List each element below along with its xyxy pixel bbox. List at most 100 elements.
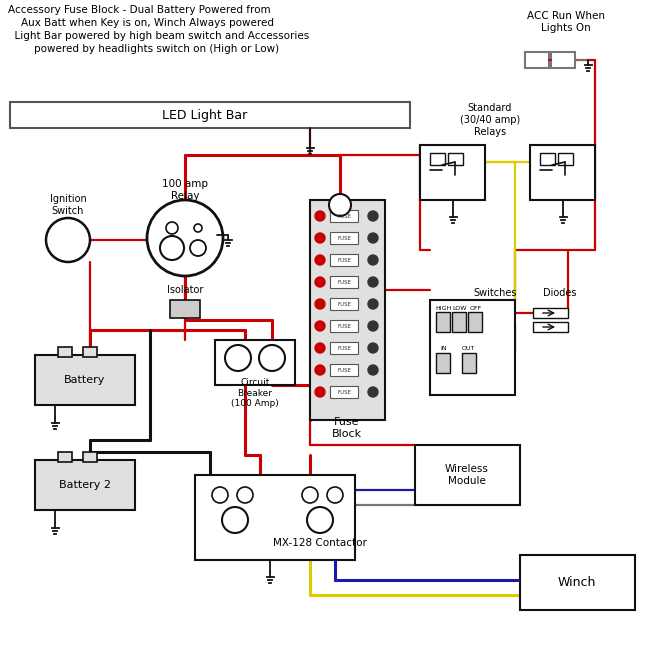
Circle shape	[315, 299, 325, 309]
Circle shape	[194, 224, 202, 232]
Circle shape	[166, 222, 178, 234]
Bar	[551, 52, 575, 68]
Text: Battery 2: Battery 2	[59, 480, 111, 490]
Bar	[330, 386, 358, 398]
Text: FUSE: FUSE	[337, 257, 351, 263]
Bar	[415, 445, 520, 505]
Circle shape	[302, 487, 318, 503]
Bar	[533, 322, 568, 332]
Circle shape	[160, 236, 184, 260]
Bar	[452, 312, 466, 332]
Bar	[558, 153, 573, 165]
Circle shape	[190, 240, 206, 256]
Bar	[525, 52, 549, 68]
Bar	[215, 340, 295, 385]
Circle shape	[212, 487, 228, 503]
Text: OFF: OFF	[470, 306, 482, 311]
Text: Wireless
Module: Wireless Module	[445, 464, 489, 486]
Bar	[58, 347, 72, 357]
Bar	[436, 353, 450, 373]
Bar	[330, 276, 358, 288]
Text: FUSE: FUSE	[337, 346, 351, 350]
Text: Standard
(30/40 amp)
Relays: Standard (30/40 amp) Relays	[460, 103, 520, 136]
Bar	[330, 342, 358, 354]
Bar	[83, 452, 97, 462]
Bar	[420, 145, 485, 200]
Bar	[170, 300, 200, 318]
Text: Winch: Winch	[558, 577, 596, 590]
Text: FUSE: FUSE	[337, 280, 351, 285]
Bar	[58, 452, 72, 462]
Circle shape	[329, 194, 351, 216]
Text: Aux Batt when Key is on, Winch Always powered: Aux Batt when Key is on, Winch Always po…	[8, 18, 274, 28]
Text: Fuse
Block: Fuse Block	[332, 417, 362, 439]
Text: HIGH: HIGH	[436, 306, 452, 311]
Circle shape	[225, 345, 251, 371]
Circle shape	[222, 507, 248, 533]
Text: Circuit
Breaker
(100 Amp): Circuit Breaker (100 Amp)	[231, 378, 279, 408]
Circle shape	[46, 218, 90, 262]
Circle shape	[368, 365, 378, 375]
Text: ACC Run When
Lights On: ACC Run When Lights On	[527, 11, 605, 32]
Bar	[330, 254, 358, 266]
Text: Light Bar powered by high beam switch and Accessories: Light Bar powered by high beam switch an…	[8, 31, 309, 41]
Text: MX-128 Contactor: MX-128 Contactor	[273, 538, 367, 548]
Text: Switches: Switches	[473, 288, 517, 298]
Bar	[83, 347, 97, 357]
Text: 100 amp
Relay: 100 amp Relay	[162, 179, 208, 201]
Circle shape	[147, 200, 223, 276]
Text: IN: IN	[441, 346, 447, 350]
Bar	[330, 320, 358, 332]
Circle shape	[307, 507, 333, 533]
Bar	[533, 308, 568, 318]
Circle shape	[368, 343, 378, 353]
Text: FUSE: FUSE	[337, 389, 351, 395]
Bar	[430, 300, 515, 395]
Bar	[530, 145, 595, 200]
Bar	[436, 312, 450, 332]
Text: FUSE: FUSE	[337, 302, 351, 307]
Circle shape	[315, 321, 325, 331]
Circle shape	[315, 277, 325, 287]
Text: Ignition
Switch: Ignition Switch	[49, 194, 86, 216]
Circle shape	[315, 211, 325, 221]
Text: Diodes: Diodes	[543, 288, 577, 298]
Circle shape	[368, 211, 378, 221]
Bar	[330, 210, 358, 222]
Circle shape	[315, 365, 325, 375]
Circle shape	[368, 299, 378, 309]
Bar	[540, 153, 555, 165]
Bar	[520, 555, 635, 610]
Bar	[330, 232, 358, 244]
Circle shape	[368, 233, 378, 243]
Circle shape	[259, 345, 285, 371]
Bar	[10, 102, 410, 128]
Circle shape	[368, 255, 378, 265]
Text: powered by headlights switch on (High or Low): powered by headlights switch on (High or…	[8, 44, 279, 54]
Text: FUSE: FUSE	[337, 235, 351, 240]
Text: FUSE: FUSE	[337, 213, 351, 218]
Bar	[468, 312, 482, 332]
Circle shape	[368, 387, 378, 397]
Bar	[195, 475, 355, 560]
Text: LOW: LOW	[453, 306, 467, 311]
Bar	[448, 153, 463, 165]
Bar	[35, 355, 135, 405]
Text: OUT: OUT	[462, 346, 474, 350]
Circle shape	[237, 487, 253, 503]
Circle shape	[368, 277, 378, 287]
Text: Battery: Battery	[64, 375, 106, 385]
Text: FUSE: FUSE	[337, 324, 351, 328]
Text: LED Light Bar: LED Light Bar	[162, 109, 248, 122]
Bar	[35, 460, 135, 510]
Circle shape	[315, 233, 325, 243]
Text: Accessory Fuse Block - Dual Battery Powered from: Accessory Fuse Block - Dual Battery Powe…	[8, 5, 270, 15]
Bar	[462, 353, 476, 373]
Text: Isolator: Isolator	[167, 285, 203, 295]
Bar	[430, 153, 445, 165]
Circle shape	[368, 321, 378, 331]
Circle shape	[315, 387, 325, 397]
Circle shape	[315, 255, 325, 265]
Text: FUSE: FUSE	[337, 367, 351, 372]
Circle shape	[315, 343, 325, 353]
